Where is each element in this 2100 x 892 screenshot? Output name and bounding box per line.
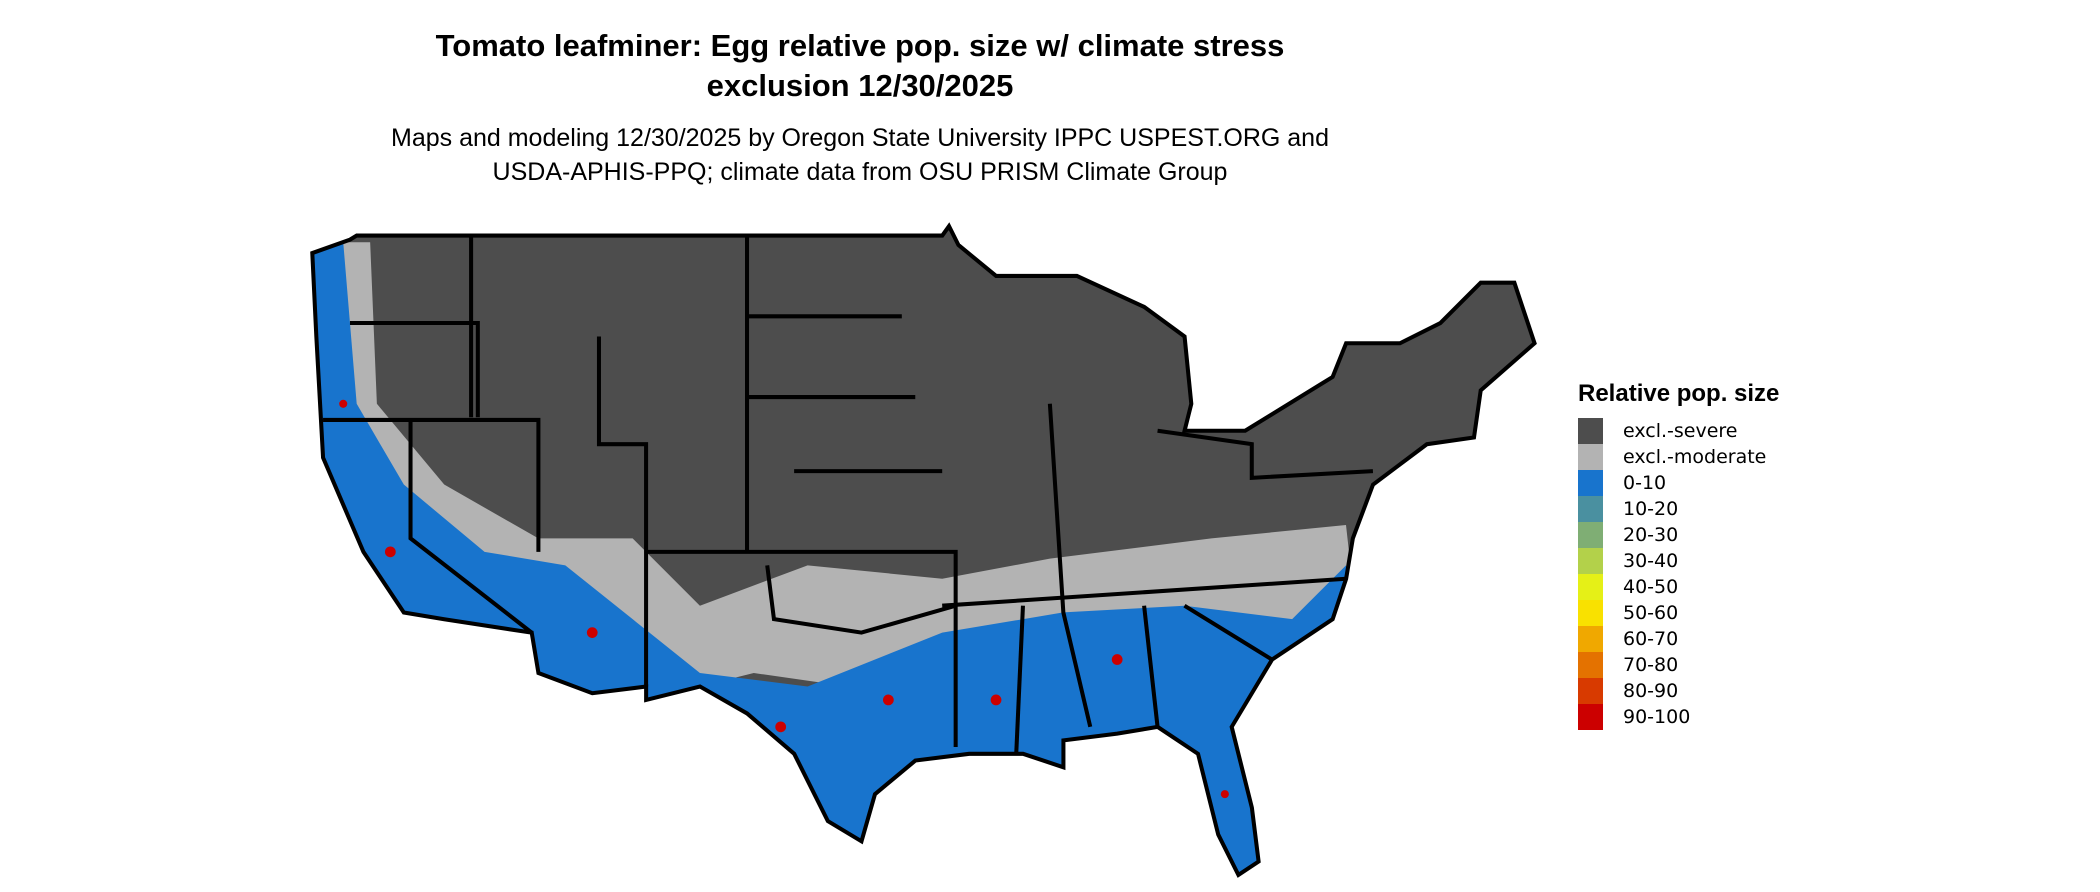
state-borders xyxy=(310,224,1537,877)
legend-swatch xyxy=(1578,444,1603,470)
legend-label: 50-60 xyxy=(1623,602,1679,624)
legend-item: 10-20 xyxy=(1578,496,1779,522)
legend-label: excl.-moderate xyxy=(1623,446,1767,468)
legend-item: 40-50 xyxy=(1578,574,1779,600)
legend-item: 70-80 xyxy=(1578,652,1779,678)
legend-label: 40-50 xyxy=(1623,576,1679,598)
legend-swatch xyxy=(1578,652,1603,678)
legend-item: 80-90 xyxy=(1578,678,1779,704)
legend-item: 90-100 xyxy=(1578,704,1779,730)
map-title-line1: Tomato leafminer: Egg relative pop. size… xyxy=(435,28,1285,63)
legend-label: 0-10 xyxy=(1623,472,1667,494)
legend-item: 50-60 xyxy=(1578,600,1779,626)
legend-title: Relative pop. size xyxy=(1578,380,1780,407)
legend-label: 30-40 xyxy=(1623,550,1679,572)
legend-swatch xyxy=(1578,626,1603,652)
legend-label: excl.-severe xyxy=(1623,420,1738,442)
map-subtitle-line1: Maps and modeling 12/30/2025 by Oregon S… xyxy=(391,124,1329,152)
legend-swatch xyxy=(1578,548,1603,574)
legend-label: 20-30 xyxy=(1623,524,1679,546)
legend-swatch xyxy=(1578,496,1603,522)
legend-item: 30-40 xyxy=(1578,548,1779,574)
legend-item: excl.-severe xyxy=(1578,418,1779,444)
map-subtitle-line2: USDA-APHIS-PPQ; climate data from OSU PR… xyxy=(492,158,1228,186)
legend-item: excl.-moderate xyxy=(1578,444,1779,470)
legend-label: 80-90 xyxy=(1623,680,1679,702)
legend-item: 20-30 xyxy=(1578,522,1779,548)
legend-label: 10-20 xyxy=(1623,498,1679,520)
legend-swatch xyxy=(1578,470,1603,496)
legend-label: 60-70 xyxy=(1623,628,1679,650)
legend-swatch xyxy=(1578,600,1603,626)
legend-swatch xyxy=(1578,418,1603,444)
legend-label: 90-100 xyxy=(1623,706,1691,728)
map-title-line2: exclusion 12/30/2025 xyxy=(706,68,1014,103)
legend-swatch xyxy=(1578,678,1603,704)
legend-swatch xyxy=(1578,704,1603,730)
legend-label: 70-80 xyxy=(1623,654,1679,676)
legend-item: 60-70 xyxy=(1578,626,1779,652)
map-legend: Relative pop. size excl.-severe excl.-mod… xyxy=(1578,380,1779,730)
legend-swatch xyxy=(1578,574,1603,600)
legend-swatch xyxy=(1578,522,1603,548)
hotspots-90-100 xyxy=(339,399,1229,799)
legend-item: 0-10 xyxy=(1578,470,1779,496)
